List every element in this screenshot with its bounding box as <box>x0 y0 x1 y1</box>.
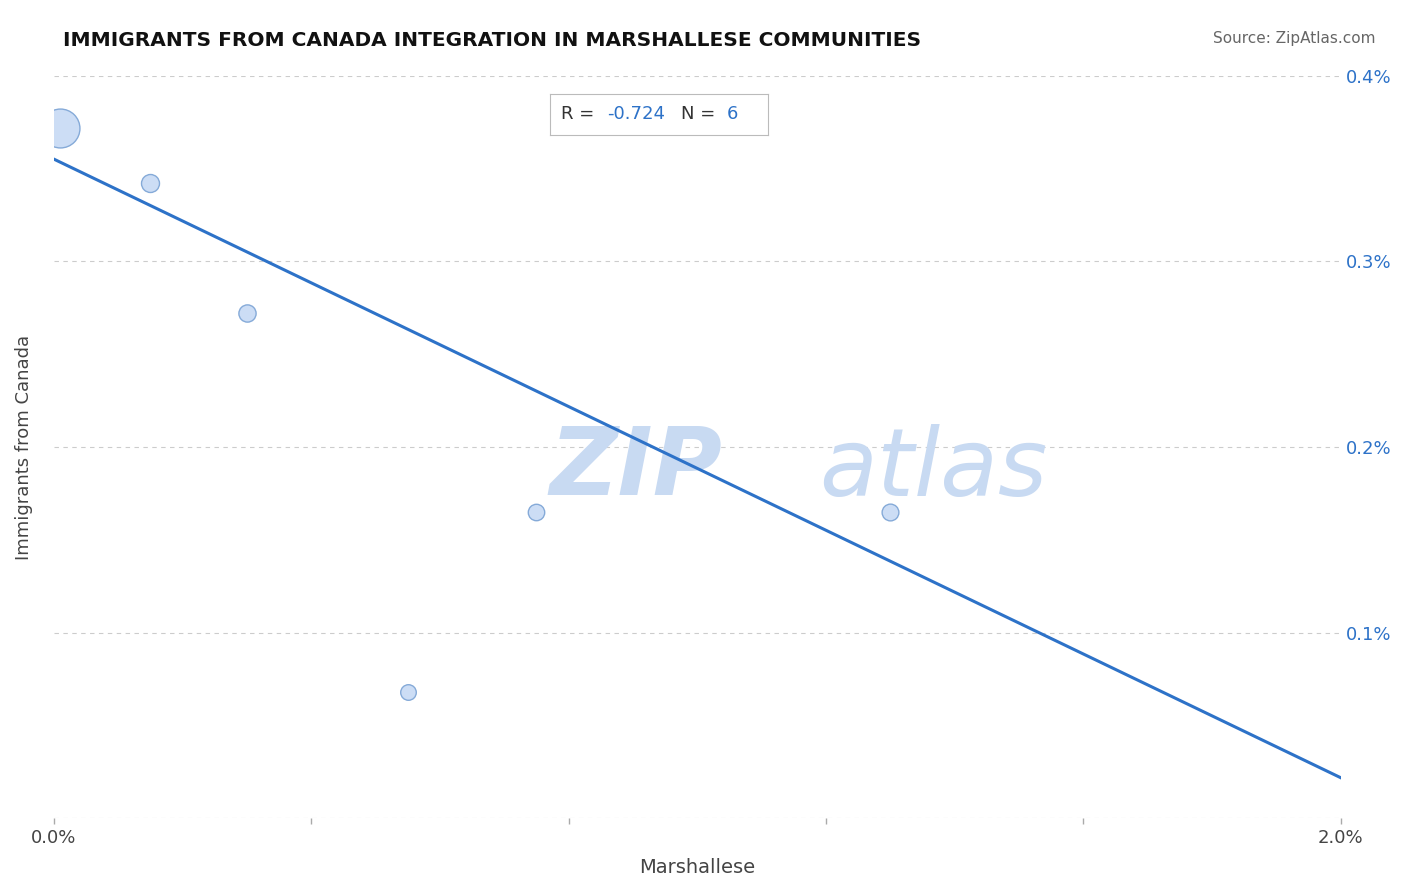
Point <box>524 505 547 519</box>
Point <box>236 306 259 320</box>
X-axis label: Marshallese: Marshallese <box>640 858 755 877</box>
Y-axis label: Immigrants from Canada: Immigrants from Canada <box>15 334 32 559</box>
Text: N =: N = <box>681 105 721 123</box>
Text: IMMIGRANTS FROM CANADA INTEGRATION IN MARSHALLESE COMMUNITIES: IMMIGRANTS FROM CANADA INTEGRATION IN MA… <box>63 31 921 50</box>
Text: ZIP: ZIP <box>550 424 723 516</box>
Text: -0.724: -0.724 <box>607 105 665 123</box>
Text: Source: ZipAtlas.com: Source: ZipAtlas.com <box>1212 31 1375 46</box>
Point <box>139 176 162 190</box>
Point <box>396 685 419 699</box>
Text: atlas: atlas <box>820 424 1047 515</box>
Text: R =: R = <box>561 105 600 123</box>
Point <box>49 120 72 135</box>
Point <box>879 505 901 519</box>
Text: 6: 6 <box>727 105 738 123</box>
